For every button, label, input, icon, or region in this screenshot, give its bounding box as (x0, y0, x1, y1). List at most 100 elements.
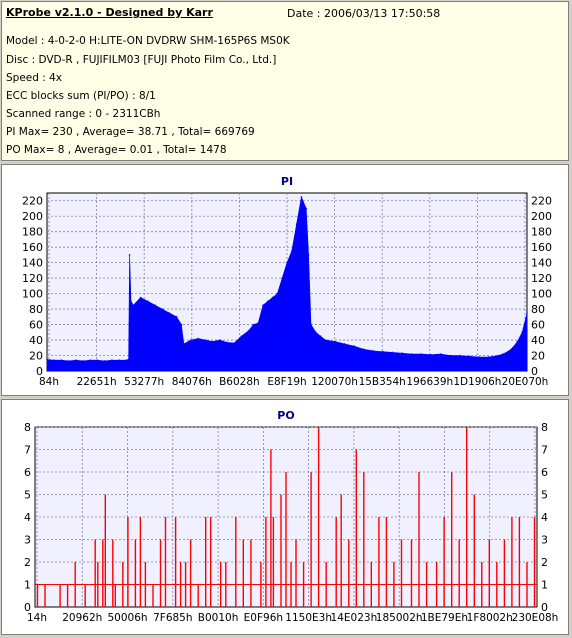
pi-data-point (75, 359, 77, 361)
app-title: KProbe v2.1.0 - Designed by Karr (6, 6, 213, 19)
pi-data-point (516, 340, 519, 343)
x-tick-label: 14E023h (331, 612, 378, 624)
y-tick-label-right: 40 (531, 334, 545, 347)
pi-data-point (507, 350, 509, 353)
pi-data-point (247, 330, 250, 332)
pi-data-point (252, 323, 255, 326)
pi-data-point (276, 292, 279, 295)
pi-data-point (111, 359, 113, 361)
y-tick-label-right: 220 (531, 195, 552, 208)
info-panel: KProbe v2.1.0 - Designed by Karr Date : … (1, 1, 569, 161)
y-tick-label-left: 6 (24, 466, 31, 479)
pi-data-point (307, 254, 310, 256)
pi-data-point (286, 261, 288, 264)
x-tick-label: 7F685h (153, 612, 192, 624)
x-tick-label: 1150E3h (285, 612, 332, 624)
pi-data-point (147, 300, 149, 303)
x-tick-label: B6028h (219, 376, 260, 388)
pi-data-point (197, 337, 199, 340)
y-tick-label-left: 100 (22, 288, 43, 301)
pi-data-point (118, 359, 120, 361)
x-tick-label: B0010h (198, 612, 239, 624)
pi-data-point (240, 335, 243, 337)
chart-title: PI (281, 175, 293, 188)
pi-data-point (67, 360, 70, 362)
pi-data-point (526, 312, 528, 314)
pi-data-point (295, 223, 298, 225)
pi-data-point (502, 353, 504, 355)
pi-data-point (89, 359, 91, 361)
pi-data-point (449, 354, 452, 357)
pi-data-point (372, 350, 375, 352)
pi-data-point (468, 355, 471, 358)
pi-data-point (219, 339, 221, 341)
y-tick-label-right: 20 (531, 350, 545, 363)
y-tick-label-right: 5 (541, 489, 548, 502)
x-tick-label: 20E070h (502, 376, 549, 388)
pi-data-point (211, 340, 214, 343)
y-tick-label-left: 60 (29, 319, 43, 332)
pi-data-point (291, 250, 293, 252)
x-tick-label: E0F96h (244, 612, 283, 624)
y-tick-label-left: 80 (29, 303, 43, 316)
pi-data-point (487, 356, 490, 358)
y-tick-label-right: 200 (531, 210, 552, 223)
pi-data-point (161, 308, 163, 310)
pi-data-point (125, 359, 127, 361)
pi-data-point (315, 331, 317, 334)
pi-chart: PI 0 0 20 20 40 40 60 60 80 80 100 100 120 120 140 140 16… (22, 175, 552, 388)
pi-chart-panel: PI 0 0 20 20 40 40 60 60 80 80 100 100 120 120 140 140 16… (1, 164, 569, 396)
pi-data-point (168, 312, 171, 314)
disc-line: Disc : DVD-R , FUJIFILM03 [FUJI Photo Fi… (6, 54, 277, 66)
pi-data-point (459, 354, 461, 357)
y-tick-label-right: 160 (531, 241, 552, 254)
pi-data-point (130, 300, 132, 303)
x-tick-label: 120070h (311, 376, 358, 388)
pi-data-point (411, 353, 413, 355)
y-tick-label-right: 140 (531, 257, 552, 270)
pi-data-point (305, 207, 308, 210)
y-tick-label-left: 4 (24, 511, 31, 524)
y-tick-label-right: 180 (531, 226, 552, 239)
y-tick-label-right: 3 (541, 534, 548, 547)
pi-data-point (271, 296, 274, 299)
x-tick-label: 1BE79Eh (421, 612, 468, 624)
y-tick-label-right: 0 (531, 365, 538, 378)
y-tick-label-right: 8 (541, 421, 548, 434)
y-tick-label-right: 60 (531, 319, 545, 332)
chart-title: PO (277, 409, 294, 422)
pi-data-point (128, 254, 131, 256)
po-summary-line: PO Max= 8 , Average= 0.01 , Total= 1478 (6, 144, 227, 156)
y-tick-label-left: 5 (24, 489, 31, 502)
x-tick-label: 84h (39, 376, 59, 388)
pi-data-point (439, 353, 442, 355)
y-tick-label-left: 180 (22, 226, 43, 239)
y-tick-label-left: 200 (22, 210, 43, 223)
y-tick-label-right: 6 (541, 466, 548, 479)
x-tick-label: 84076h (172, 376, 212, 388)
y-tick-label-left: 3 (24, 534, 31, 547)
model-line: Model : 4-0-2-0 H:LITE-ON DVDRW SHM-165P… (6, 35, 290, 47)
pi-data-point (319, 335, 322, 337)
pi-data-point (267, 300, 269, 303)
pi-data-point (343, 343, 346, 345)
pi-data-point (132, 304, 135, 306)
y-tick-label-right: 7 (541, 444, 548, 457)
y-tick-label-left: 0 (36, 365, 43, 378)
scan-date: Date : 2006/03/13 17:50:58 (287, 7, 441, 20)
pi-data-point (324, 339, 327, 341)
x-tick-label: 14h (27, 612, 47, 624)
pi-data-point (53, 359, 55, 361)
y-tick-label-left: 2 (24, 556, 31, 569)
y-tick-label-left: 120 (22, 272, 43, 285)
y-tick-label-right: 120 (531, 272, 552, 285)
pi-data-point (497, 354, 500, 357)
pi-data-point (511, 347, 514, 349)
y-tick-label-left: 7 (24, 444, 31, 457)
pi-data-point (46, 358, 48, 361)
y-tick-label-right: 0 (541, 601, 548, 614)
x-tick-label: 53277h (124, 376, 164, 388)
pi-data-point (180, 323, 183, 326)
pi-data-point (190, 339, 192, 341)
x-tick-label: 22651h (77, 376, 117, 388)
